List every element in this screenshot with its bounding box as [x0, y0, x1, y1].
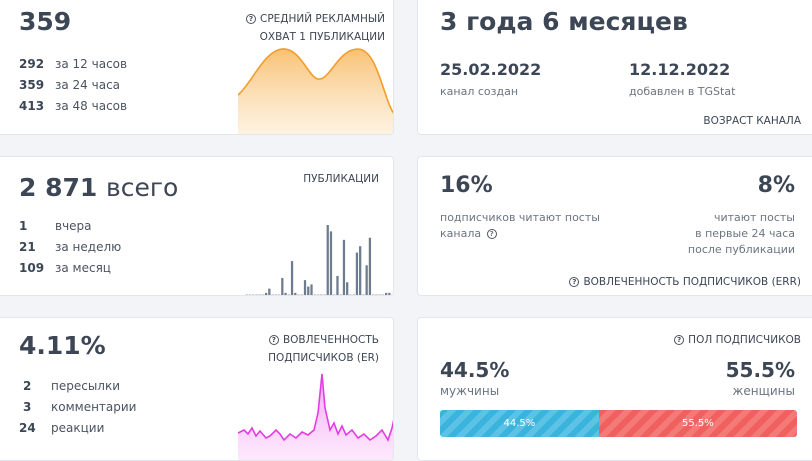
posts-bar	[294, 292, 297, 295]
posts-bar	[271, 294, 274, 295]
posts-bar	[388, 292, 391, 295]
posts-bar	[381, 294, 385, 295]
er-row-reactions: 24 реакции	[19, 421, 105, 435]
err-right-label: читают посты в первые 24 часа после публик…	[687, 211, 795, 256]
posts-bar-chart	[245, 225, 391, 295]
posts-bar	[352, 294, 355, 295]
gender-bar-female: 55.5%	[598, 410, 797, 437]
channel-age-title: ВОЗРАСТ КАНАЛА	[703, 115, 801, 127]
er-value: 4.11%	[19, 331, 106, 360]
posts-bar	[349, 294, 352, 295]
posts-bar	[287, 294, 290, 295]
added-label: добавлен в TGStat	[629, 85, 736, 98]
male-value: 44.5%	[440, 358, 510, 382]
posts-bar	[385, 292, 388, 295]
posts-bar	[248, 294, 251, 295]
gender-card: ? ПОЛ ПОДПИСЧИКОВ 44.5% мужчины 55.5% жен…	[417, 317, 812, 461]
er-sparkline	[238, 373, 393, 460]
err-left-value: 16%	[440, 173, 493, 198]
posts-bar	[375, 294, 378, 295]
added-date: 12.12.2022	[629, 60, 731, 79]
posts-bar	[323, 294, 326, 295]
reach-title: ? СРЕДНИЙ РЕКЛАМНЫЙ ОХВАТ 1 ПУБЛИКАЦИИ	[245, 10, 385, 46]
posts-bar	[316, 294, 320, 295]
posts-bar	[284, 292, 287, 295]
male-label: мужчины	[440, 384, 500, 398]
posts-card: 2 871 всего ПУБЛИКАЦИИ 1 вчера 21 за недел…	[0, 156, 394, 296]
posts-bar	[336, 275, 339, 295]
posts-bar	[268, 288, 271, 295]
err-card: 16% подписчиков читают посты канала ? 8% …	[417, 156, 812, 296]
posts-bar	[277, 294, 281, 295]
posts-bar	[372, 294, 375, 295]
question-icon[interactable]: ?	[268, 335, 279, 345]
created-label: канал создан	[440, 85, 519, 98]
err-right-value: 8%	[757, 173, 795, 198]
posts-bar	[333, 294, 336, 295]
posts-title: ПУБЛИКАЦИИ	[303, 173, 379, 185]
created-date: 25.02.2022	[440, 60, 542, 79]
gender-title: ? ПОЛ ПОДПИСЧИКОВ	[674, 331, 801, 349]
posts-bar	[310, 284, 313, 295]
posts-bar	[359, 246, 362, 295]
posts-bar	[251, 294, 255, 295]
female-label: женщины	[732, 384, 795, 398]
posts-bar	[281, 278, 284, 295]
posts-bar	[326, 225, 329, 295]
female-value: 55.5%	[725, 358, 795, 382]
question-icon[interactable]: ?	[245, 14, 256, 24]
er-card: 4.11% ? ВОВЛЕЧЕННОСТЬ ПОДПИСЧИКОВ (ER) 2 пе…	[0, 317, 394, 461]
question-icon[interactable]: ?	[569, 277, 580, 287]
gender-bar: 44.5% 55.5%	[440, 410, 797, 437]
posts-bar	[378, 294, 381, 295]
posts-bar	[362, 294, 365, 295]
posts-bar	[313, 294, 316, 295]
posts-bar	[320, 294, 323, 295]
posts-bar	[365, 265, 368, 295]
posts-bar	[355, 252, 359, 295]
posts-value: 2 871 всего	[19, 173, 179, 202]
posts-bar	[339, 294, 342, 295]
posts-bar	[368, 237, 372, 295]
er-title: ? ВОВЛЕЧЕННОСТЬ ПОДПИСЧИКОВ (ER)	[268, 334, 379, 364]
posts-bar	[274, 294, 277, 295]
posts-bar	[264, 292, 268, 295]
reach-row-48h: 413 за 48 часов	[19, 99, 128, 113]
reach-sparkline	[238, 48, 393, 134]
reach-row-12h: 292 за 12 часов	[19, 57, 128, 71]
posts-bar	[307, 286, 310, 295]
gender-bar-male: 44.5%	[440, 410, 599, 437]
posts-bar	[290, 261, 294, 295]
reach-value: 359	[19, 7, 72, 36]
reach-row-24h: 359 за 24 часа	[19, 78, 121, 92]
er-row-forwards: 2 пересылки	[23, 379, 121, 393]
posts-bar	[303, 280, 307, 295]
posts-bar	[261, 294, 264, 295]
posts-row-month: 109 за месяц	[19, 261, 111, 275]
posts-bar	[342, 239, 346, 295]
posts-bar	[245, 294, 248, 295]
err-left-label: подписчиков читают посты канала ?	[440, 211, 600, 240]
posts-row-week: 21 за неделю	[19, 240, 122, 254]
er-row-comments: 3 комментарии	[23, 400, 137, 414]
posts-bar	[258, 294, 261, 295]
posts-bar	[300, 294, 303, 295]
channel-age-value: 3 года 6 месяцев	[440, 7, 688, 36]
posts-bar	[346, 282, 349, 295]
posts-bar	[255, 294, 258, 295]
err-title: ? ВОВЛЕЧЕННОСТЬ ПОДПИСЧИКОВ (ERR)	[569, 273, 801, 291]
posts-bar	[297, 294, 300, 295]
reach-card: 359 ? СРЕДНИЙ РЕКЛАМНЫЙ ОХВАТ 1 ПУБЛИКАЦИИ…	[0, 0, 394, 135]
question-icon[interactable]: ?	[674, 335, 685, 345]
channel-age-card: 3 года 6 месяцев 25.02.2022 канал создан…	[417, 0, 812, 135]
posts-row-yesterday: 1 вчера	[19, 219, 92, 233]
question-icon[interactable]: ?	[486, 229, 497, 239]
posts-bar	[329, 231, 333, 295]
